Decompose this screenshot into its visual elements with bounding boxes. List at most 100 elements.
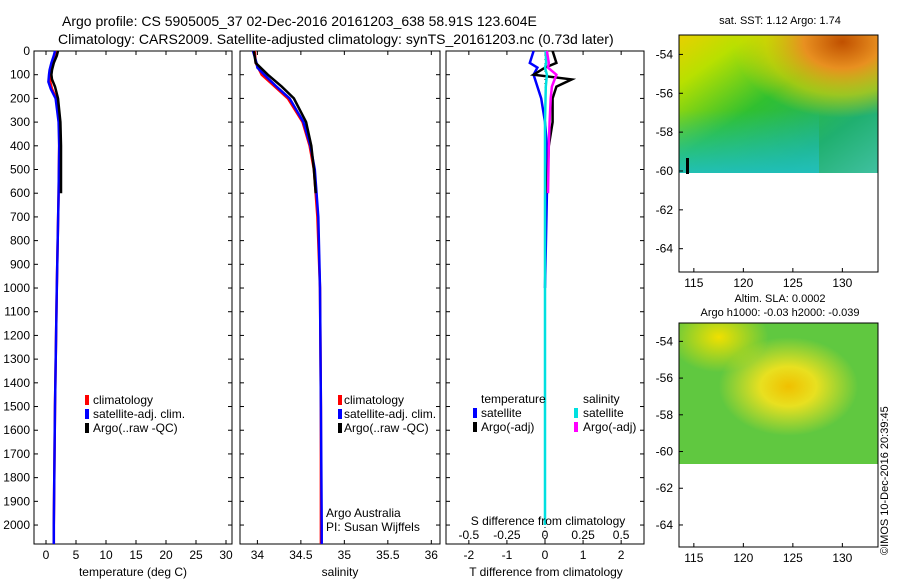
series-line-satellite — [543, 50, 549, 525]
x-tick-label: -1 — [502, 548, 513, 562]
temperature-xlabel: temperature (deg C) — [79, 565, 187, 579]
temperature-panel: 0100200300400500600700800900100011001200… — [3, 44, 233, 579]
y-tick-label: 1900 — [3, 494, 30, 508]
legend-swatch-sal-satellite — [574, 408, 578, 418]
argo-australia-label: Argo Australia — [326, 506, 401, 520]
series-line-argo-adj- — [529, 50, 577, 194]
legend-label-argo: Argo(..raw -QC) — [93, 421, 178, 435]
x-tick-label: 2 — [618, 548, 625, 562]
x-tick-label: 10 — [99, 548, 113, 562]
y-tick-label: 2000 — [3, 518, 30, 532]
map-x-tick-label: 115 — [684, 551, 703, 565]
top-x-tick-label: 0.5 — [613, 528, 630, 542]
y-tick-label: 100 — [10, 68, 30, 82]
map-x-tick-label: 120 — [733, 276, 753, 290]
map-x-tick-label: 120 — [733, 551, 753, 565]
x-tick-label: 0 — [542, 548, 549, 562]
x-tick-label: 35 — [338, 548, 352, 562]
title-line-1: Argo profile: CS 5905005_37 02-Dec-2016 … — [62, 13, 537, 29]
y-tick-label: 800 — [10, 234, 30, 248]
sla-map-title-2: Argo h1000: -0.03 h2000: -0.039 — [700, 307, 859, 319]
y-tick-label: 1300 — [3, 352, 30, 366]
salinity-xlabel: salinity — [322, 565, 359, 579]
top-x-tick-label: 0.25 — [571, 528, 595, 542]
x-tick-label: 0 — [43, 548, 50, 562]
salinity-legend: climatology satellite-adj. clim. Argo(..… — [338, 393, 436, 435]
difference-panel: -2 -1 0 1 2 temperature salinity satellite A… — [445, 50, 645, 579]
map-y-tick-label: -56 — [656, 86, 674, 100]
x-tick-label: 1 — [580, 548, 587, 562]
map-y-tick-label: -62 — [656, 481, 674, 495]
legend-label-temp-argo: Argo(-adj) — [481, 420, 534, 434]
legend-label-satellite: satellite-adj. clim. — [344, 407, 436, 421]
series-line-climatology — [253, 50, 323, 544]
x-tick-label: 35.5 — [376, 548, 400, 562]
y-tick-label: 1500 — [3, 400, 30, 414]
map-y-tick-label: -64 — [656, 518, 674, 532]
sla-map-panel: Altim. SLA: 0.0002 Argo h1000: -0.03 h20… — [656, 293, 879, 565]
difference-legend: temperature salinity satellite Argo(-adj… — [473, 392, 636, 434]
series-line-satellite-adj-clim- — [251, 50, 323, 544]
sst-map-cold-region — [679, 110, 819, 173]
map-x-tick-label: 125 — [783, 551, 803, 565]
imos-credit: ©IMOS 10-Dec-2016 20:39:45 — [879, 406, 891, 555]
map-y-tick-label: -62 — [656, 203, 674, 217]
top-x-tick-label: 0 — [542, 528, 549, 542]
legend-swatch-temp-satellite — [473, 408, 477, 418]
map-y-tick-label: -60 — [656, 445, 674, 459]
legend-label-argo: Argo(..raw -QC) — [344, 421, 429, 435]
y-tick-label: 400 — [10, 139, 30, 153]
legend-swatch-climatology — [85, 395, 89, 405]
y-tick-label: 900 — [10, 257, 30, 271]
temperature-legend: climatology satellite-adj. clim. Argo(..… — [85, 393, 185, 435]
argo-position-marker — [686, 158, 689, 174]
x-tick-label: 15 — [129, 548, 143, 562]
y-tick-label: 1700 — [3, 447, 30, 461]
map-y-tick-label: -54 — [656, 47, 674, 61]
x-tick-label: 30 — [219, 548, 233, 562]
sst-map-title: sat. SST: 1.12 Argo: 1.74 — [719, 15, 841, 27]
map-x-tick-label: 115 — [684, 276, 703, 290]
top-x-tick-label: -0.5 — [459, 528, 480, 542]
map-y-tick-label: -60 — [656, 164, 674, 178]
salinity-axes-frame — [239, 50, 441, 545]
legend-swatch-satellite — [85, 409, 89, 419]
sla-map-high-region-2 — [679, 323, 878, 464]
difference-top-xlabel: S difference from climatology — [471, 514, 626, 528]
legend-swatch-satellite — [338, 409, 342, 419]
legend-label-temp-satellite: satellite — [481, 406, 522, 420]
legend-label-satellite: satellite-adj. clim. — [93, 407, 185, 421]
legend-header-salinity: salinity — [583, 392, 620, 406]
pi-label: PI: Susan Wijffels — [326, 520, 420, 534]
title-line-2: Climatology: CARS2009. Satellite-adjuste… — [58, 31, 614, 47]
y-tick-label: 200 — [10, 91, 30, 105]
salinity-panel: 34 34.5 35 35.5 36 climatology satellite-adj… — [239, 50, 441, 579]
y-tick-label: 1800 — [3, 471, 30, 485]
series-line-argo-raw-qc- — [252, 50, 317, 194]
legend-header-temperature: temperature — [481, 392, 546, 406]
y-tick-label: 500 — [10, 163, 30, 177]
map-x-tick-label: 130 — [832, 276, 852, 290]
x-tick-label: 34.5 — [289, 548, 313, 562]
map-y-tick-label: -56 — [656, 371, 674, 385]
x-tick-label: 34 — [251, 548, 265, 562]
y-tick-label: 300 — [10, 115, 30, 129]
y-tick-label: 700 — [10, 210, 30, 224]
map-y-tick-label: -58 — [656, 408, 674, 422]
x-tick-label: 25 — [189, 548, 203, 562]
x-tick-label: 5 — [73, 548, 80, 562]
map-x-tick-label: 125 — [783, 276, 803, 290]
y-tick-label: 1600 — [3, 423, 30, 437]
y-tick-label: 1100 — [4, 305, 30, 319]
legend-label-sal-argo: Argo(-adj) — [583, 420, 636, 434]
y-tick-label: 0 — [23, 44, 30, 58]
legend-swatch-sal-argo — [574, 422, 578, 432]
legend-swatch-argo — [85, 423, 89, 433]
series-line-argo-raw-qc- — [50, 50, 63, 194]
y-tick-label: 1200 — [3, 328, 30, 342]
sla-map-title-1: Altim. SLA: 0.0002 — [734, 293, 825, 305]
temperature-axes-frame — [33, 50, 233, 545]
map-y-tick-label: -54 — [656, 334, 674, 348]
legend-label-climatology: climatology — [93, 393, 153, 407]
